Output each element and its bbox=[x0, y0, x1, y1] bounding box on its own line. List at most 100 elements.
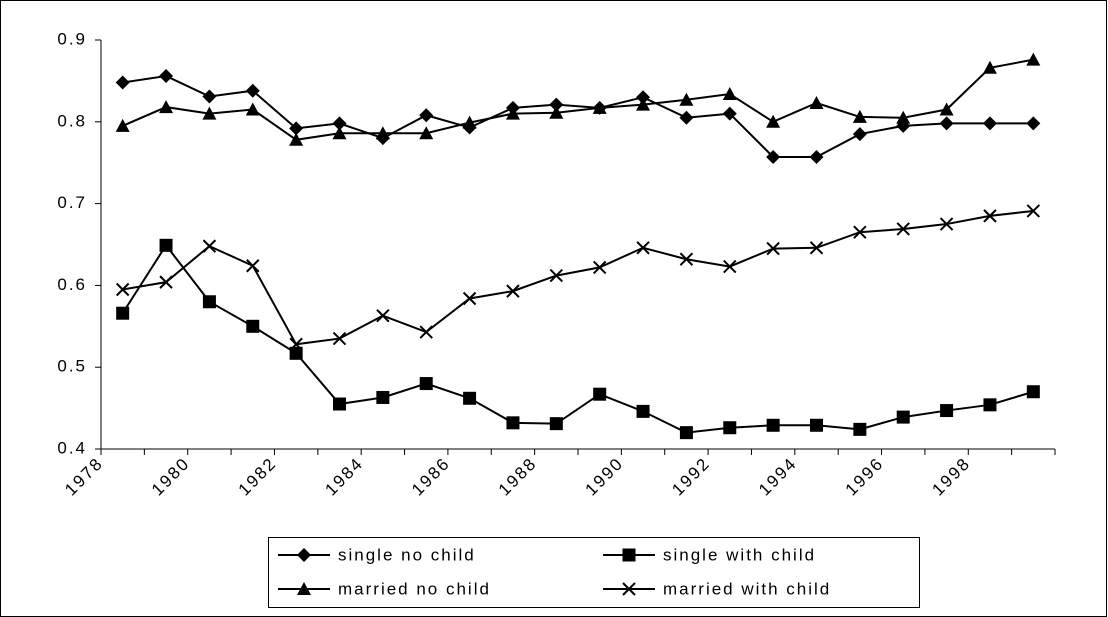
marker bbox=[636, 97, 651, 111]
legend-label: married with child bbox=[663, 579, 831, 598]
marker bbox=[246, 319, 260, 333]
marker bbox=[289, 346, 303, 360]
marker bbox=[115, 118, 130, 132]
marker bbox=[983, 209, 997, 223]
marker bbox=[722, 86, 737, 100]
marker bbox=[419, 377, 433, 391]
marker bbox=[853, 225, 867, 239]
marker bbox=[116, 306, 130, 320]
marker bbox=[506, 284, 520, 298]
marker bbox=[766, 241, 780, 256]
series-line bbox=[121, 243, 1034, 434]
x-tick-label: 1990 bbox=[582, 454, 628, 500]
marker bbox=[245, 83, 260, 98]
marker bbox=[376, 308, 390, 323]
x-tick-label: 1980 bbox=[148, 454, 194, 500]
marker bbox=[1026, 204, 1041, 218]
marker bbox=[333, 397, 346, 411]
marker bbox=[289, 132, 304, 146]
marker bbox=[419, 126, 434, 140]
marker bbox=[159, 100, 174, 114]
legend-marker bbox=[297, 582, 311, 595]
marker bbox=[202, 106, 217, 120]
marker bbox=[592, 100, 607, 114]
x-tick-label: 1996 bbox=[842, 454, 888, 500]
marker bbox=[809, 149, 824, 164]
marker bbox=[636, 241, 650, 255]
marker bbox=[636, 90, 651, 105]
legend-marker bbox=[297, 548, 311, 562]
y-tick-label: 0.6 bbox=[57, 275, 87, 294]
marker bbox=[419, 108, 434, 123]
marker bbox=[159, 68, 174, 83]
x-tick-label: 1998 bbox=[928, 454, 974, 500]
marker bbox=[766, 149, 781, 164]
marker bbox=[809, 241, 824, 255]
marker bbox=[549, 105, 564, 119]
y-tick-label: 0.7 bbox=[57, 193, 87, 212]
marker bbox=[419, 325, 433, 339]
marker bbox=[332, 126, 347, 140]
marker bbox=[115, 75, 130, 90]
marker bbox=[245, 102, 260, 116]
marker bbox=[246, 259, 260, 273]
marker bbox=[1026, 52, 1041, 66]
marker bbox=[202, 89, 217, 104]
x-tick-label: 1984 bbox=[321, 454, 367, 500]
marker bbox=[1026, 385, 1040, 399]
marker bbox=[159, 238, 173, 252]
marker bbox=[939, 116, 954, 131]
marker bbox=[376, 390, 390, 404]
x-tick-label: 1988 bbox=[495, 454, 541, 500]
marker bbox=[723, 421, 737, 435]
legend-label: married no child bbox=[338, 579, 491, 598]
legend-marker bbox=[622, 582, 636, 596]
series-line bbox=[122, 58, 1034, 141]
marker bbox=[289, 121, 304, 136]
marker bbox=[202, 295, 216, 309]
marker bbox=[375, 126, 390, 140]
y-tick-label: 0.4 bbox=[57, 438, 87, 457]
marker bbox=[939, 102, 954, 116]
marker bbox=[592, 260, 607, 275]
marker bbox=[679, 426, 693, 440]
marker bbox=[896, 222, 910, 236]
marker bbox=[852, 127, 867, 142]
marker bbox=[766, 418, 780, 432]
legend-label: single no child bbox=[338, 545, 476, 564]
marker bbox=[115, 282, 130, 297]
marker bbox=[679, 110, 694, 125]
marker bbox=[202, 239, 217, 253]
marker bbox=[982, 116, 997, 131]
x-tick-label: 1978 bbox=[61, 454, 107, 500]
marker bbox=[722, 106, 737, 121]
x-tick-label: 1986 bbox=[408, 454, 454, 500]
marker bbox=[983, 398, 997, 412]
marker bbox=[939, 217, 954, 231]
marker bbox=[810, 418, 823, 432]
marker bbox=[679, 252, 694, 266]
marker bbox=[723, 259, 737, 274]
marker bbox=[462, 115, 477, 129]
marker bbox=[549, 417, 563, 431]
x-tick-label: 1992 bbox=[668, 454, 714, 500]
marker bbox=[462, 291, 477, 306]
marker bbox=[463, 391, 477, 405]
marker bbox=[332, 116, 347, 131]
marker bbox=[679, 92, 694, 106]
y-tick-label: 0.5 bbox=[57, 357, 87, 376]
marker bbox=[549, 97, 564, 112]
marker bbox=[549, 268, 564, 283]
marker bbox=[505, 106, 520, 120]
marker bbox=[766, 114, 781, 128]
marker bbox=[896, 410, 910, 424]
y-tick-label: 0.8 bbox=[57, 111, 87, 130]
legend-box bbox=[268, 537, 920, 608]
legend-label: single with child bbox=[663, 545, 816, 564]
marker bbox=[982, 60, 997, 74]
marker bbox=[1026, 116, 1041, 131]
marker bbox=[636, 404, 650, 418]
marker bbox=[852, 109, 867, 123]
